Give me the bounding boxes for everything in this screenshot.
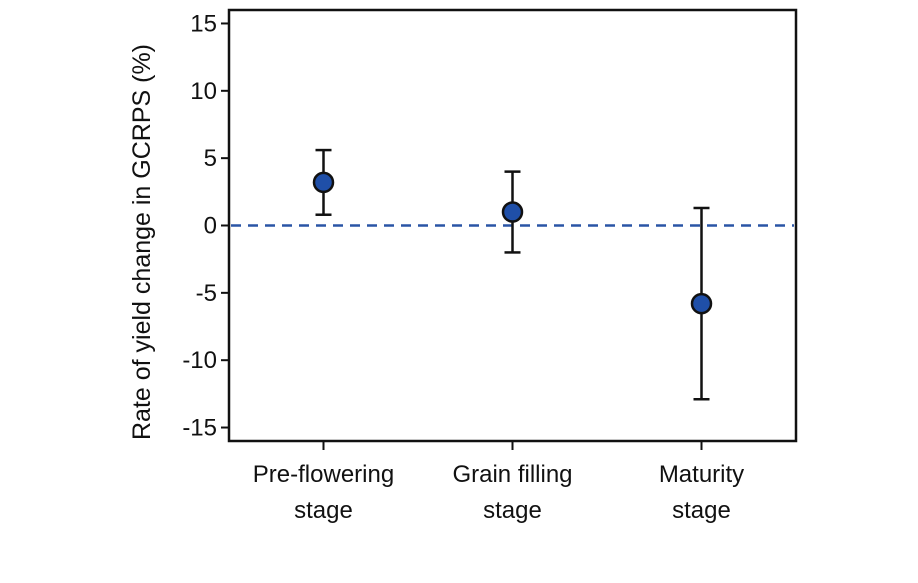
x-tick-label: stage: [483, 497, 542, 524]
error-bars-group: [315, 148, 710, 401]
x-tick-label: Maturity: [659, 461, 744, 488]
y-tick-label: 15: [190, 10, 217, 37]
x-ticks-group: Pre-flowering stage Grain filling stage Matu…: [253, 441, 744, 524]
points-group: [312, 171, 713, 315]
y-tick-label: 5: [204, 145, 217, 172]
x-tick-label: stage: [672, 497, 731, 524]
x-tick-label: Pre-flowering: [253, 461, 394, 488]
y-tick-label: 10: [190, 78, 217, 105]
data-point: [690, 292, 713, 315]
data-point: [501, 201, 524, 223]
x-tick-label: Grain filling: [452, 461, 572, 488]
x-tick-label: stage: [294, 497, 353, 524]
y-tick-label: -15: [182, 415, 217, 442]
data-point: [312, 171, 335, 194]
y-ticks-group: 15 10 5 0 -5 -10 -15: [182, 10, 229, 442]
y-tick-label: 0: [204, 213, 217, 240]
y-axis-label: Rate of yield change in GCRPS (%): [128, 44, 156, 440]
y-tick-label: -5: [196, 280, 217, 307]
y-tick-label: -10: [182, 347, 217, 374]
